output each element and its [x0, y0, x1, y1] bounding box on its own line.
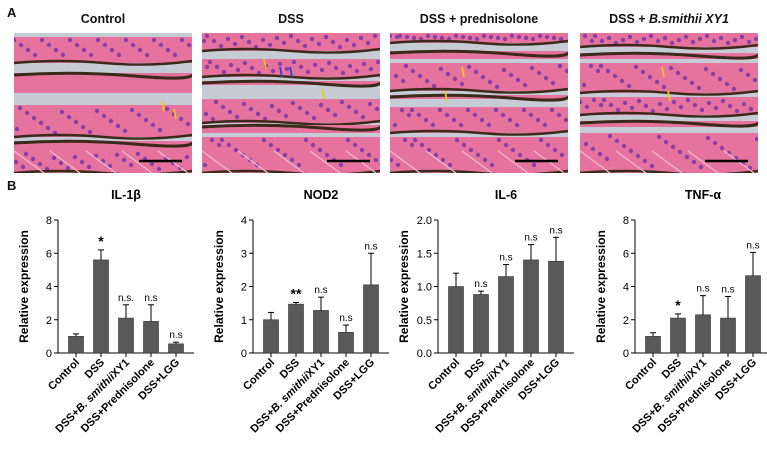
bar-3 [338, 332, 354, 354]
bar-4 [363, 284, 379, 354]
panel-label-a: A [7, 5, 17, 20]
y-tick-label: 2.0 [417, 215, 432, 227]
y-tick-label: 8 [623, 215, 629, 227]
significance-label: ** [291, 285, 302, 301]
significance-label: n.s [499, 253, 512, 264]
y-tick-label: 6 [623, 248, 629, 260]
bar-4 [548, 260, 564, 354]
y-tick-label: 0 [46, 348, 52, 360]
chart-title: TNF-α [685, 188, 721, 202]
y-tick-label: 2 [623, 315, 629, 327]
significance-label: n.s [144, 293, 157, 304]
x-tick-label: Control [623, 357, 659, 393]
bar-3 [143, 321, 159, 354]
y-tick-label: 0 [623, 348, 629, 360]
y-tick-label: 6 [46, 248, 52, 260]
image-title-control: Control [80, 12, 126, 26]
chart-title: IL-1β [111, 188, 141, 202]
image-title-dss: DSS [278, 12, 304, 26]
panel-label-b: B [7, 178, 17, 193]
y-axis-label: Relative expression [594, 230, 608, 343]
significance-label: n.s [364, 241, 377, 252]
bar-4 [745, 275, 761, 354]
y-axis-label: Relative expression [397, 230, 411, 343]
bar-4 [168, 343, 184, 354]
bar-3 [523, 259, 539, 354]
y-tick-label: 4 [623, 282, 629, 294]
bar-2 [695, 314, 711, 354]
y-tick-label: 0.0 [417, 348, 432, 360]
x-tick-label: Control [426, 357, 462, 393]
bar-1 [93, 259, 109, 354]
image-title-dss-bsmithii: DSS + B.smithii XY1 [609, 12, 729, 26]
chart-title: NOD2 [304, 188, 339, 202]
y-tick-label: 1.0 [417, 282, 432, 294]
bar-2 [498, 276, 514, 354]
y-tick-label: 0 [241, 348, 247, 360]
y-tick-label: 0.5 [417, 315, 432, 327]
x-tick-label: Control [241, 357, 277, 393]
bar-0 [448, 286, 464, 354]
y-tick-label: 3 [241, 248, 247, 260]
significance-label: n.s [696, 284, 709, 295]
bar-2 [313, 310, 329, 354]
micrograph-control [14, 33, 192, 173]
chart-title: IL-6 [495, 188, 517, 202]
significance-label: n.s [339, 313, 352, 324]
y-axis-label: Relative expression [17, 230, 31, 343]
micrograph-dss-prednisolone [390, 33, 568, 173]
image-title-dss-prednisolone: DSS + prednisolone [419, 12, 539, 26]
significance-label: n.s [524, 233, 537, 244]
bar-0 [263, 319, 279, 354]
significance-label: n.s [474, 279, 487, 290]
significance-label: n.s [169, 330, 182, 341]
y-tick-label: 4 [241, 215, 247, 227]
y-tick-label: 1 [241, 315, 247, 327]
bar-1 [670, 317, 686, 354]
significance-label: n.s. [118, 293, 134, 304]
micrograph-dss-bsmithii [580, 33, 758, 173]
bar-1 [473, 294, 489, 354]
significance-label: n.s [549, 225, 562, 236]
significance-label: n.s [746, 240, 759, 251]
significance-label: * [675, 297, 681, 313]
y-tick-label: 8 [46, 215, 52, 227]
chart-il6: IL-6 Relative expression 0.0 0.5 1.0 1.5 2.0 Co… [397, 188, 574, 435]
significance-label: n.s [721, 284, 734, 295]
y-axis-label: Relative expression [212, 230, 226, 343]
bar-1 [288, 303, 304, 354]
bar-3 [720, 317, 736, 354]
y-tick-label: 2 [46, 315, 52, 327]
bar-0 [645, 336, 661, 354]
significance-label: * [98, 233, 104, 249]
y-tick-label: 1.5 [417, 248, 432, 260]
significance-label: n.s [314, 285, 327, 296]
y-tick-label: 2 [241, 282, 247, 294]
micrograph-dss [202, 33, 380, 173]
bar-2 [118, 317, 134, 354]
x-tick-label: Control [46, 357, 82, 393]
y-tick-label: 4 [46, 282, 52, 294]
bar-0 [68, 336, 84, 354]
